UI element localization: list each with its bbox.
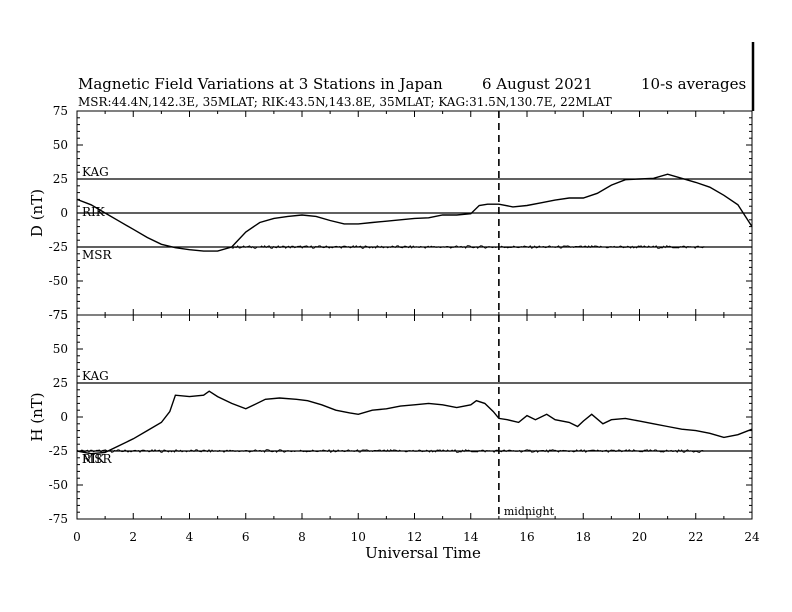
- y-tick-label: 75: [53, 308, 68, 322]
- x-tick-label: 18: [576, 530, 591, 544]
- series-rik: [76, 390, 753, 455]
- y-tick-label: 0: [60, 410, 68, 424]
- x-tick-label: 0: [73, 530, 81, 544]
- y-tick-label: -75: [49, 308, 68, 322]
- y-tick-label: -50: [49, 478, 68, 492]
- y-tick-label: -25: [49, 240, 68, 254]
- x-tick-label: 6: [242, 530, 250, 544]
- x-tick-label: 2: [129, 530, 137, 544]
- y-axis-title: D (nT): [28, 189, 46, 237]
- chart-title: Magnetic Field Variations at 3 Stations …: [78, 75, 443, 93]
- x-tick-label: 12: [407, 530, 422, 544]
- chart-date: 6 August 2021: [482, 75, 593, 93]
- x-tick-label: 8: [298, 530, 306, 544]
- station-label-msr: MSR: [82, 248, 113, 262]
- station-label-msr: MSR: [82, 452, 113, 466]
- y-tick-label: 25: [53, 172, 68, 186]
- chart-averaging: 10-s averages: [641, 75, 746, 93]
- series-msr: [231, 245, 705, 249]
- x-tick-label: 22: [688, 530, 703, 544]
- y-tick-label: 0: [60, 206, 68, 220]
- y-tick-label: -75: [49, 512, 68, 526]
- x-tick-label: 10: [351, 530, 366, 544]
- panel-frame: [76, 314, 753, 520]
- x-tick-label: 24: [744, 530, 760, 544]
- y-tick-label: 25: [53, 376, 68, 390]
- y-tick-label: 50: [53, 138, 68, 152]
- midnight-label: midnight: [504, 505, 555, 518]
- x-tick-label: 16: [519, 530, 534, 544]
- series-msr: [76, 449, 705, 454]
- x-tick-label: 4: [186, 530, 194, 544]
- y-tick-label: 50: [53, 342, 68, 356]
- series-rik: [76, 173, 753, 252]
- station-label-rik: RIK: [82, 205, 106, 219]
- y-axis-title: H (nT): [28, 392, 46, 441]
- station-label-kag: KAG: [82, 369, 109, 383]
- station-label-kag: KAG: [82, 165, 109, 179]
- station-coordinates: MSR:44.4N,142.3E, 35MLAT; RIK:43.5N,143.…: [78, 95, 612, 109]
- y-tick-label: -25: [49, 444, 68, 458]
- x-axis-title: Universal Time: [365, 544, 481, 562]
- y-tick-label: -50: [49, 274, 68, 288]
- station-label-rik: RIK: [82, 452, 106, 466]
- x-tick-label: 20: [632, 530, 647, 544]
- y-tick-label: 75: [53, 104, 68, 118]
- x-tick-label: 14: [463, 530, 479, 544]
